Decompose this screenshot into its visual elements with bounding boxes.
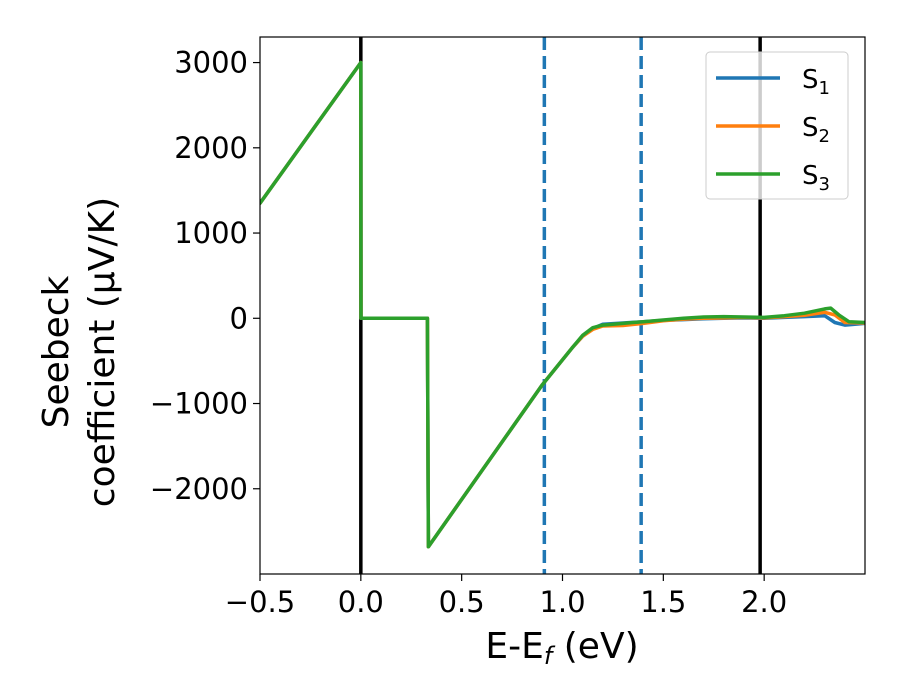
y-tick-label: 1000 [174, 216, 248, 250]
series-line-s3 [260, 60, 865, 549]
y-tick-label: −2000 [150, 472, 248, 506]
y-tick-label: −1000 [150, 387, 248, 421]
y-axis-label-line2: coefficient (μV/K) [82, 197, 123, 507]
reference-lines [359, 37, 762, 574]
y-axis-label: Seebeck coefficient (μV/K) [36, 197, 123, 507]
x-axis-ticks: −0.5 0.0 0.5 1.0 1.5 2.0 [225, 574, 787, 619]
legend-label-s1: S1 [802, 65, 830, 99]
x-tick-label: 0.5 [439, 585, 485, 619]
legend-label-s2: S2 [802, 113, 830, 147]
legend: S1 S2 S3 [705, 51, 849, 200]
y-tick-label: 3000 [174, 46, 248, 80]
x-axis-label: E-Ef (eV) [485, 626, 638, 670]
y-axis-ticks: 3000 2000 1000 0 −1000 −2000 [150, 46, 260, 506]
x-tick-label: 1.5 [640, 585, 686, 619]
legend-label-s3: S3 [802, 161, 830, 195]
y-tick-label: 2000 [174, 131, 248, 165]
x-tick-label: 2.0 [741, 585, 787, 619]
y-axis-label-line1: Seebeck [36, 275, 77, 428]
series-lines [260, 60, 865, 549]
x-tick-label: −0.5 [225, 585, 295, 619]
x-tick-label: 1.0 [539, 585, 585, 619]
x-tick-label: 0.0 [338, 585, 384, 619]
y-tick-label: 0 [230, 301, 248, 335]
